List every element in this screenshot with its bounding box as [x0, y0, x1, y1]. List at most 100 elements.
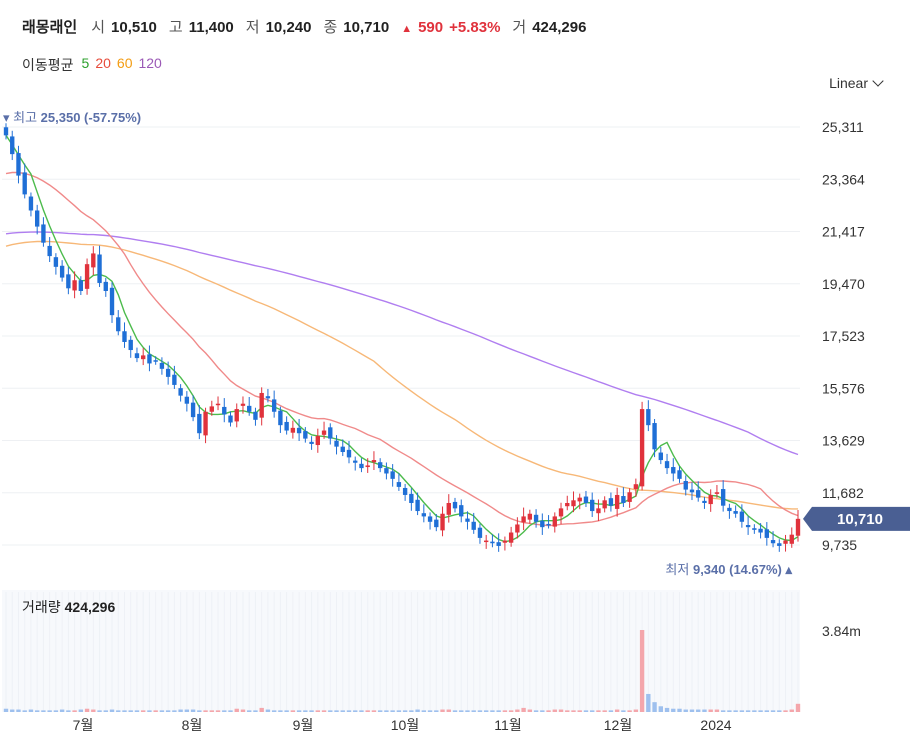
- candle-body: [365, 465, 370, 468]
- y-tick-label: 17,523: [822, 328, 865, 344]
- candle-body: [296, 427, 302, 434]
- volume-bar: [134, 710, 140, 712]
- volume-bar: [309, 710, 314, 712]
- volume-bar: [577, 710, 582, 712]
- candle-body: [396, 482, 402, 487]
- volume-bar: [409, 710, 414, 712]
- candle-body: [789, 534, 794, 544]
- moving-average-legend[interactable]: 이동평균 5 20 60 120: [22, 55, 162, 75]
- candle-body: [490, 541, 495, 544]
- volume-bar: [3, 708, 9, 712]
- candle-body: [228, 415, 233, 423]
- volume-bar: [165, 710, 171, 712]
- candle-body: [459, 505, 464, 517]
- volume-bar: [109, 709, 115, 712]
- min-price-value: 9,340 (14.67%) ▴: [693, 562, 793, 577]
- candle-body: [371, 460, 377, 463]
- volume-bar: [34, 710, 40, 712]
- volume-bar: [446, 709, 451, 712]
- candle-body: [28, 196, 34, 211]
- candle-body: [577, 497, 582, 502]
- candle-body: [122, 331, 127, 342]
- volume-bar: [477, 710, 483, 712]
- volume-bar: [696, 709, 701, 712]
- volume-bar: [664, 707, 670, 712]
- candle-body: [440, 513, 445, 531]
- volume-bar: [153, 710, 158, 712]
- volume-bar: [745, 710, 751, 712]
- volume-bar: [671, 708, 676, 712]
- x-tick-label: 11월: [494, 717, 521, 733]
- volume-bar: [315, 710, 320, 712]
- candle-body: [78, 280, 84, 291]
- y-tick-label: 21,417: [822, 224, 865, 240]
- volume-bar: [228, 710, 233, 712]
- candle-body: [540, 520, 545, 528]
- volume-bar: [116, 710, 121, 712]
- volume-bar: [328, 710, 333, 712]
- candle-body: [97, 254, 102, 283]
- volume-bar: [764, 710, 770, 712]
- volume-bar: [78, 709, 84, 712]
- ma-60-line: [5, 240, 798, 510]
- candle-body: [733, 511, 738, 514]
- y-tick-label: 15,576: [822, 380, 865, 396]
- candle-body: [546, 523, 551, 526]
- volume-bar: [496, 710, 501, 712]
- volume-bar: [240, 709, 246, 712]
- volume-bar: [159, 710, 165, 712]
- volume-bar: [459, 710, 464, 712]
- volume-bar: [533, 710, 539, 712]
- candle-body: [783, 540, 788, 544]
- volume-bar: [770, 710, 776, 712]
- candle-body: [795, 518, 801, 536]
- max-price-value: 25,350 (-57.75%): [41, 110, 141, 125]
- x-tick-label: 2024: [700, 717, 731, 733]
- volume-bar: [621, 710, 626, 712]
- candle-body: [614, 494, 620, 509]
- candle-body: [515, 524, 520, 533]
- ma-120: 120: [138, 55, 162, 71]
- candle-body: [571, 500, 576, 507]
- candle-body: [66, 274, 71, 289]
- y-tick-label: 19,470: [822, 276, 865, 292]
- x-tick-label: 9월: [293, 717, 314, 733]
- change-arrow-icon: ▲: [401, 23, 413, 35]
- volume-bar: [53, 710, 59, 712]
- x-tick-label: 8월: [182, 717, 203, 733]
- candle-body: [234, 409, 239, 422]
- volume-bar: [646, 693, 651, 712]
- candle-body: [159, 362, 165, 369]
- volume-bar: [197, 710, 202, 712]
- volume-bar: [434, 710, 439, 712]
- candle-body: [359, 463, 364, 469]
- candle-body: [608, 498, 614, 506]
- volume-bar: [708, 709, 713, 712]
- max-price-label: ▾ 최고 25,350 (-57.75%): [3, 110, 141, 125]
- candle-body: [109, 287, 115, 316]
- volume-bar: [608, 710, 614, 712]
- volume-bar: [184, 709, 190, 712]
- candle-body: [259, 392, 264, 418]
- volume-bar: [28, 709, 34, 712]
- volume-bar: [714, 709, 720, 712]
- volume-bar: [508, 710, 514, 712]
- volume-bar: [515, 709, 520, 712]
- candle-body: [677, 470, 682, 479]
- candle-body: [596, 508, 601, 514]
- candle-body: [727, 507, 732, 512]
- candle-body: [190, 402, 196, 418]
- candle-body: [91, 253, 96, 268]
- candle-body: [602, 500, 607, 509]
- volume-bar: [147, 710, 152, 712]
- volume-bar: [278, 710, 283, 712]
- scale-selector[interactable]: Linear: [829, 75, 884, 91]
- candle-body: [16, 153, 21, 176]
- candle-body: [646, 409, 651, 426]
- open-label: 시: [91, 19, 106, 36]
- volume-bar: [284, 710, 289, 712]
- low-value: 10,240: [265, 19, 312, 36]
- volume-bar: [271, 710, 277, 712]
- candle-body: [583, 496, 589, 504]
